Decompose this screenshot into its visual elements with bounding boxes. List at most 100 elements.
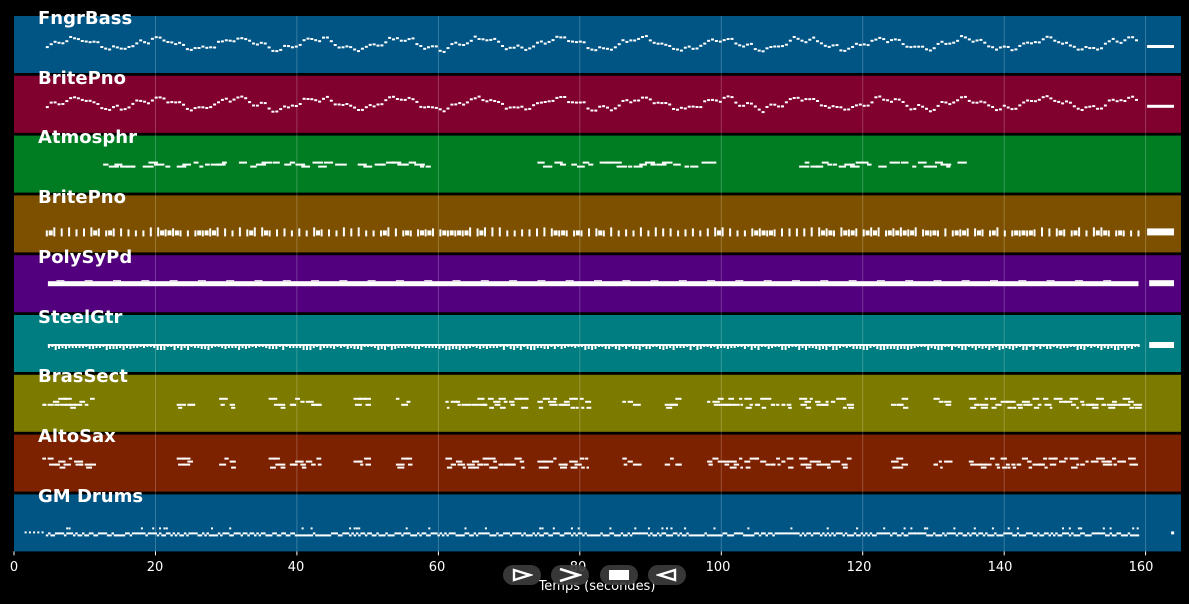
stop-button[interactable] (600, 565, 638, 585)
note (714, 227, 717, 237)
rewind-button[interactable] (648, 565, 686, 585)
note (319, 344, 322, 350)
note (500, 534, 504, 537)
note (835, 44, 839, 47)
note (199, 165, 204, 168)
note (835, 532, 839, 535)
note (1026, 41, 1030, 44)
note (1028, 230, 1033, 236)
note (290, 46, 294, 49)
note (571, 40, 574, 43)
note (349, 534, 352, 537)
note (580, 230, 583, 237)
note (738, 104, 742, 107)
note (843, 108, 847, 111)
note (760, 397, 766, 400)
note (509, 400, 515, 403)
note (353, 527, 356, 530)
note (394, 532, 397, 535)
note (476, 228, 479, 237)
note (687, 45, 691, 48)
note (66, 532, 69, 535)
note (514, 532, 517, 535)
note (95, 534, 99, 537)
note (1041, 96, 1045, 99)
note (786, 457, 794, 460)
note (909, 46, 913, 49)
note (561, 534, 565, 537)
note (695, 534, 698, 537)
note (919, 532, 922, 535)
note (1127, 36, 1131, 39)
note (838, 532, 841, 535)
note (392, 95, 395, 98)
note (475, 534, 479, 537)
note (960, 96, 963, 99)
note (598, 105, 602, 108)
note (715, 534, 719, 537)
note (944, 228, 947, 237)
note (565, 403, 570, 406)
note (897, 38, 901, 41)
note (1027, 403, 1033, 406)
note (1046, 280, 1055, 282)
note (97, 532, 101, 535)
note (800, 403, 807, 406)
note (650, 280, 659, 282)
note (891, 403, 897, 406)
note (951, 532, 954, 535)
fast-forward-button[interactable] (551, 565, 589, 585)
note (197, 534, 200, 537)
note (445, 400, 449, 403)
note (543, 165, 553, 168)
note (1086, 534, 1090, 537)
note (181, 534, 185, 537)
note (559, 36, 563, 39)
note (188, 532, 191, 535)
note (405, 532, 409, 535)
note (656, 42, 660, 45)
note (58, 344, 61, 349)
note (355, 532, 359, 535)
note (479, 230, 484, 236)
note (925, 48, 928, 51)
play-button[interactable] (503, 565, 541, 585)
note (905, 534, 909, 537)
note (462, 534, 465, 537)
note (109, 534, 112, 537)
note (959, 229, 962, 237)
note (1033, 41, 1037, 44)
note (163, 534, 166, 537)
note (819, 42, 823, 45)
note (629, 101, 633, 104)
note (152, 527, 155, 530)
note (462, 466, 466, 469)
note (808, 38, 812, 41)
note (108, 108, 112, 111)
note (75, 463, 83, 466)
note (765, 397, 772, 400)
note (487, 397, 494, 400)
note (100, 532, 103, 535)
note (481, 38, 485, 41)
note (506, 230, 509, 237)
note (353, 397, 363, 400)
note (518, 532, 522, 535)
note (812, 36, 816, 39)
note (1132, 534, 1135, 537)
note (609, 48, 613, 51)
note (1095, 230, 1100, 236)
note (48, 230, 53, 236)
note (713, 527, 716, 530)
note (154, 532, 157, 535)
note (176, 165, 187, 168)
note (851, 45, 855, 48)
note (259, 101, 263, 104)
note (948, 532, 952, 535)
note (892, 228, 895, 237)
note (641, 532, 644, 535)
note (232, 40, 236, 43)
note (140, 527, 143, 530)
note (489, 406, 494, 409)
note (388, 36, 392, 39)
